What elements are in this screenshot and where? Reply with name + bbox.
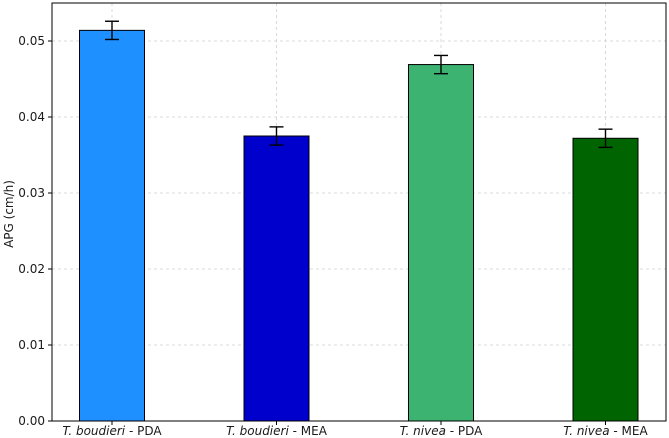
y-tick-label: 0.05 [18, 34, 45, 48]
bar [243, 135, 310, 422]
x-tick-label: T. boudieri - PDA [62, 424, 162, 438]
error-bar [269, 126, 284, 146]
x-tick-label: T. nivea - PDA [400, 424, 484, 438]
labels: 0.00 0.01 0.02 0.03 0.04 0.05 T. boudieri - PD… [18, 34, 648, 438]
error-bar [105, 20, 119, 41]
y-tick-label: 0.04 [18, 110, 45, 124]
bar [79, 29, 145, 422]
axes [48, 2, 667, 425]
error-bar [434, 54, 448, 75]
y-tick-label: 0.01 [18, 338, 45, 352]
error-bar [598, 128, 613, 149]
x-tick-label: T. nivea - MEA [563, 424, 648, 438]
x-tick-label: T. boudieri - MEA [226, 424, 328, 438]
bars [79, 20, 639, 422]
plot-frame [51, 2, 667, 422]
y-tick-label: 0.02 [18, 262, 45, 276]
y-tick-label: 0.03 [18, 186, 45, 200]
y-tick-label: 0.00 [18, 414, 45, 428]
y-axis-title: APG (cm/h) [2, 180, 16, 248]
bar [572, 137, 639, 422]
bar [408, 64, 474, 422]
